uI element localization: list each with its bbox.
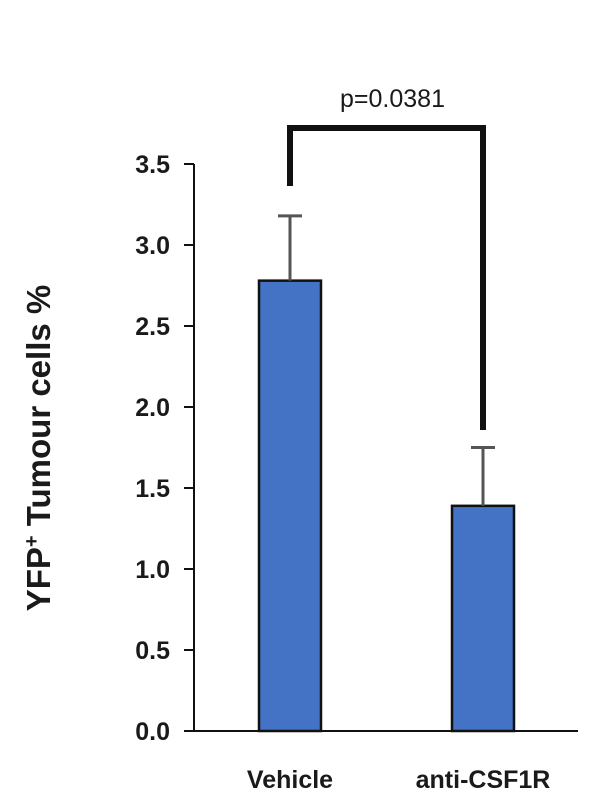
y-tick-label: 1.5 bbox=[135, 475, 170, 503]
y-tick-label: 3.5 bbox=[135, 151, 170, 179]
x-category-labels: Vehicle anti-CSF1R bbox=[247, 766, 550, 794]
y-axis-title-superscript: + bbox=[21, 535, 43, 547]
y-tick-label: 0.5 bbox=[135, 637, 170, 665]
y-axis: 0.0 0.5 1.0 1.5 2.0 2.5 3.0 3.5 bbox=[135, 151, 578, 746]
y-axis-title: YFP+ Tumour cells % bbox=[20, 285, 57, 612]
x-category-label: Vehicle bbox=[247, 766, 333, 794]
x-category-label: anti-CSF1R bbox=[416, 766, 551, 794]
y-tick-label: 2.5 bbox=[135, 313, 170, 341]
p-value-label: p=0.0381 bbox=[340, 85, 445, 113]
y-tick-label: 0.0 bbox=[135, 718, 170, 746]
significance-bracket: p=0.0381 bbox=[287, 85, 486, 430]
y-tick-label: 2.0 bbox=[135, 394, 170, 422]
y-tick-label: 1.0 bbox=[135, 556, 170, 584]
bar bbox=[450, 504, 516, 733]
error-bars bbox=[278, 214, 495, 506]
y-tick-label: 3.0 bbox=[135, 232, 170, 260]
bars bbox=[257, 279, 516, 733]
significance-bracket-line bbox=[287, 125, 486, 430]
y-axis-title-rest: Tumour cells % bbox=[20, 285, 57, 536]
y-axis-title-main: YFP bbox=[20, 547, 57, 611]
bar bbox=[257, 279, 323, 733]
